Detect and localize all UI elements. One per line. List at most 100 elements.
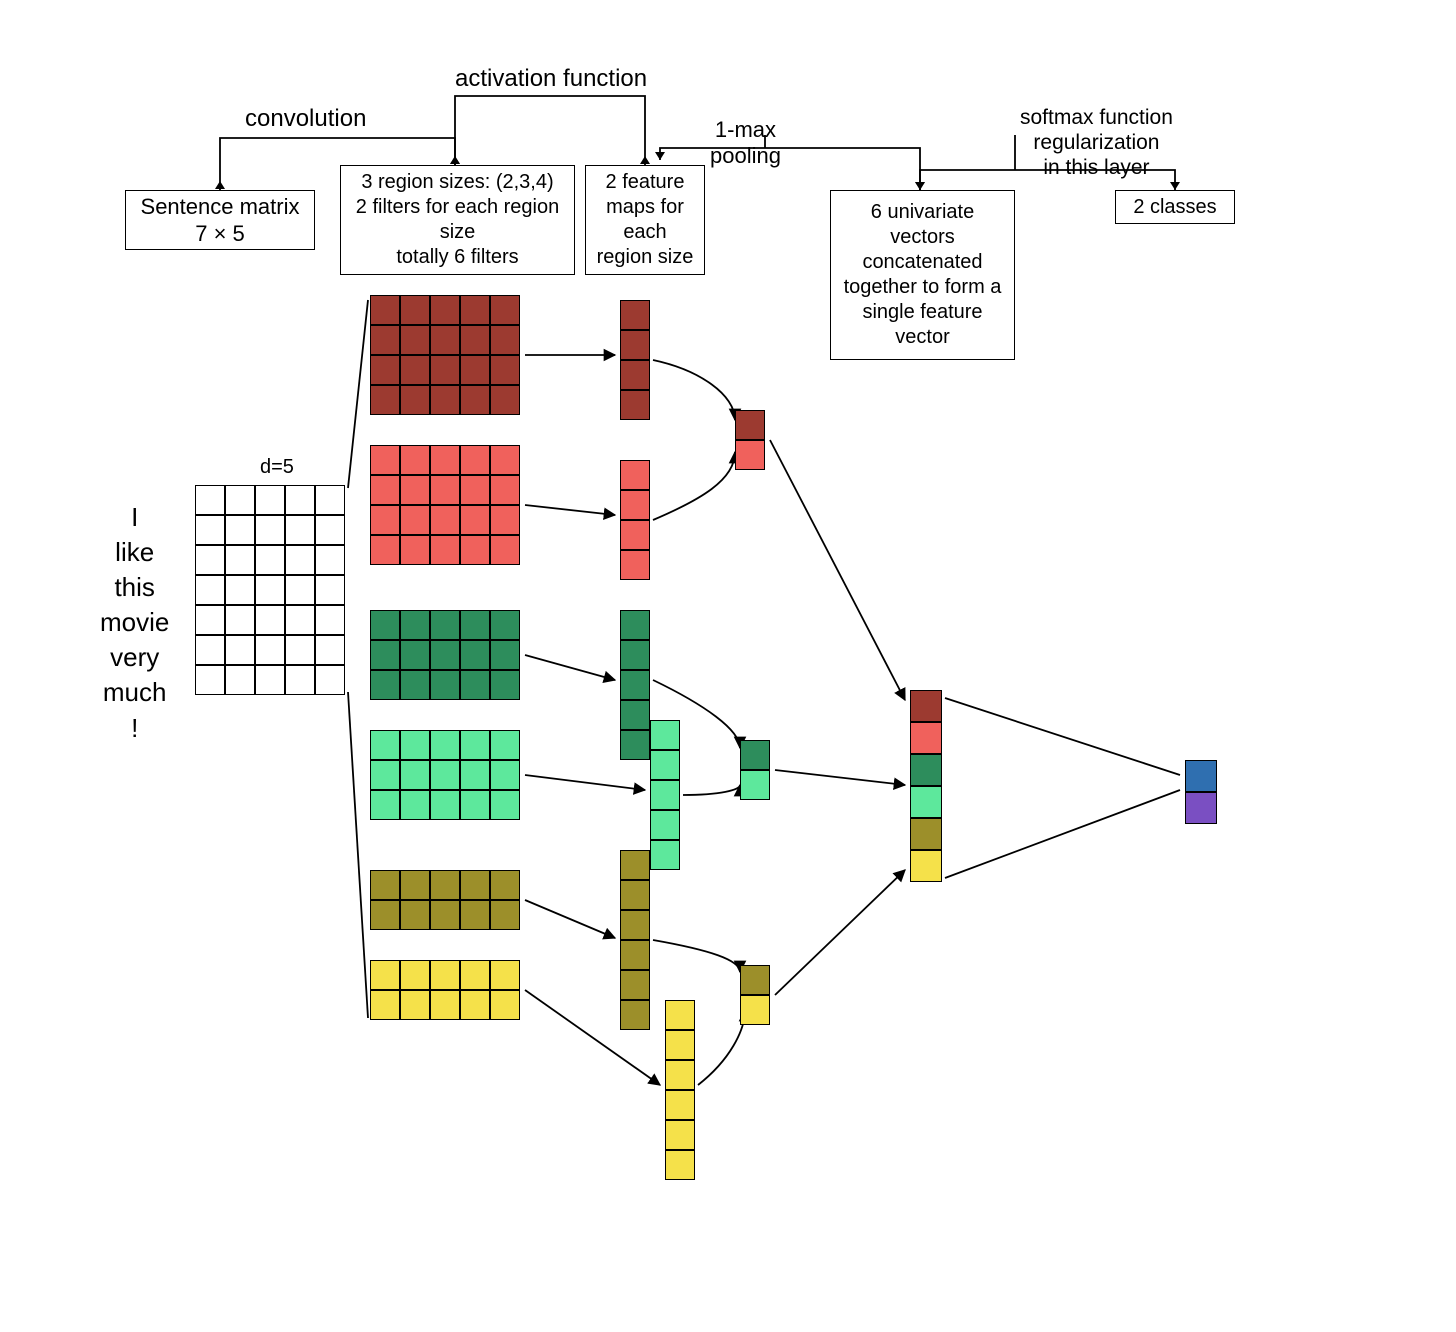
input-matrix [195, 485, 345, 695]
cell [195, 605, 225, 635]
cell [225, 635, 255, 665]
cell [285, 665, 315, 695]
cell [910, 818, 942, 850]
cell [430, 535, 460, 565]
cell [315, 635, 345, 665]
cell [195, 665, 225, 695]
cell [430, 640, 460, 670]
cell [620, 880, 650, 910]
cell [315, 575, 345, 605]
cell [400, 610, 430, 640]
cell [430, 505, 460, 535]
cell [400, 960, 430, 990]
cell [430, 355, 460, 385]
fmap-2 [620, 610, 650, 760]
cell [430, 760, 460, 790]
cell [255, 515, 285, 545]
cell [315, 545, 345, 575]
cell [400, 870, 430, 900]
fmap-5 [665, 1000, 695, 1180]
cell [650, 780, 680, 810]
cell [195, 545, 225, 575]
cell [490, 295, 520, 325]
cell [620, 390, 650, 420]
cell [460, 355, 490, 385]
cell [430, 295, 460, 325]
cell [665, 1000, 695, 1030]
softmax-label: softmax functionregularizationin this la… [1020, 105, 1173, 181]
fmap-0 [620, 300, 650, 420]
feature-maps-box: 2 featuremaps foreachregion size [585, 165, 705, 275]
sentence-box: Sentence matrix7 × 5 [125, 190, 315, 250]
cell [400, 790, 430, 820]
cell [620, 670, 650, 700]
cell [620, 940, 650, 970]
cell [400, 325, 430, 355]
convolution-label: convolution [245, 105, 366, 134]
filter-3 [370, 730, 520, 820]
cell [430, 730, 460, 760]
filter-5 [370, 960, 520, 1020]
cell [225, 575, 255, 605]
cell [490, 325, 520, 355]
cell [490, 760, 520, 790]
pooled-1 [740, 740, 770, 800]
cell [620, 700, 650, 730]
cell [285, 485, 315, 515]
pooled-2 [740, 965, 770, 1025]
cell [370, 535, 400, 565]
cell [400, 535, 430, 565]
cell [430, 385, 460, 415]
cell [255, 575, 285, 605]
cell [620, 910, 650, 940]
cell [620, 360, 650, 390]
cell [195, 515, 225, 545]
cell [370, 385, 400, 415]
cell [195, 575, 225, 605]
cell [1185, 792, 1217, 824]
cell [460, 475, 490, 505]
cell [460, 535, 490, 565]
cell [400, 295, 430, 325]
cell [400, 640, 430, 670]
cell [400, 760, 430, 790]
cell [620, 330, 650, 360]
cell [490, 640, 520, 670]
cell [490, 610, 520, 640]
cell [400, 475, 430, 505]
cell [490, 900, 520, 930]
cell [460, 295, 490, 325]
cell [285, 545, 315, 575]
cell [195, 485, 225, 515]
cell [255, 545, 285, 575]
cell [370, 355, 400, 385]
cell [255, 605, 285, 635]
activation-label: activation function [455, 65, 647, 94]
cell [430, 445, 460, 475]
cell [910, 754, 942, 786]
cell [255, 635, 285, 665]
fmap-1 [620, 460, 650, 580]
cell [740, 770, 770, 800]
cell [460, 960, 490, 990]
cell [910, 690, 942, 722]
concat-vector [910, 690, 942, 882]
cell [315, 485, 345, 515]
cell [370, 325, 400, 355]
cell [910, 786, 942, 818]
cell [315, 515, 345, 545]
cell [255, 485, 285, 515]
cell [225, 515, 255, 545]
cell [665, 1060, 695, 1090]
pooling-label: 1-maxpooling [710, 117, 781, 170]
cell [430, 325, 460, 355]
cell [620, 300, 650, 330]
cell [490, 870, 520, 900]
cell [620, 490, 650, 520]
cell [620, 970, 650, 1000]
cell [195, 635, 225, 665]
d-label: d=5 [260, 455, 294, 479]
cell [430, 990, 460, 1020]
cell [910, 722, 942, 754]
cell [620, 730, 650, 760]
